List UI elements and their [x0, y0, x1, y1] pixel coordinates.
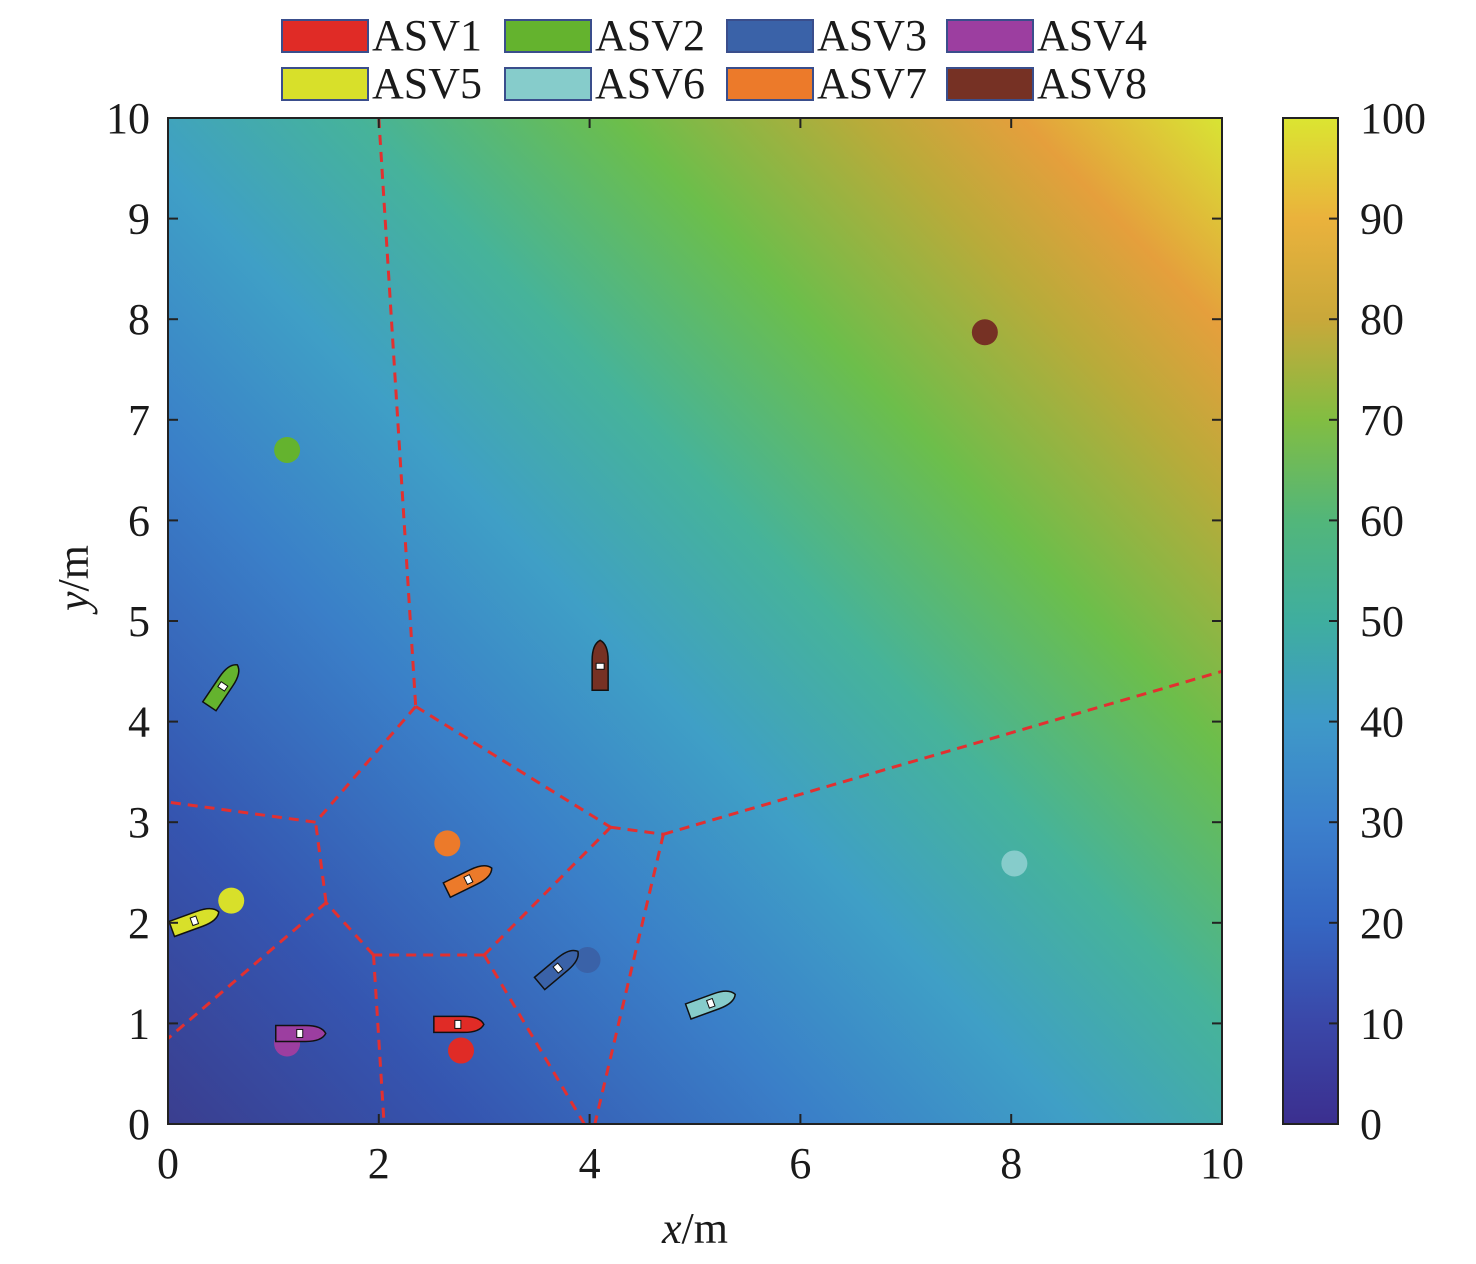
boat-cabin [705, 997, 716, 1009]
field-heatmap [168, 118, 1222, 1124]
colorbar-tick-label: 60 [1360, 496, 1404, 545]
y-tick-label: 9 [128, 195, 150, 244]
x-axis-label: x/m [661, 1204, 728, 1253]
boat-asv5 [168, 907, 220, 938]
target-point-asv5 [218, 887, 245, 914]
y-tick-label: 6 [128, 496, 150, 545]
y-tick-label: 5 [128, 597, 150, 646]
legend-label-asv3: ASV3 [817, 11, 927, 60]
legend-label-asv7: ASV7 [817, 59, 927, 108]
colorbar-tick-label: 30 [1360, 798, 1404, 847]
colorbar-tick-label: 40 [1360, 698, 1404, 747]
legend-label-asv8: ASV8 [1037, 59, 1147, 108]
legend-label-asv2: ASV2 [595, 11, 705, 60]
legend-label-asv1: ASV1 [372, 11, 482, 60]
y-tick-label: 3 [128, 798, 150, 847]
voronoi-edge [662, 669, 1222, 836]
voronoi-edge [168, 800, 316, 824]
voronoi-edge [324, 901, 375, 956]
y-axis: 0 1 2 3 4 5 6 7 8 9 10 [106, 94, 1222, 1149]
target-point-asv1 [448, 1037, 475, 1064]
colorbar: 0 10 20 30 40 50 60 70 80 90 100 [1282, 94, 1426, 1149]
y-tick-label: 8 [128, 295, 150, 344]
boat-cabin [463, 873, 474, 886]
legend-label-asv4: ASV4 [1037, 11, 1147, 60]
colorbar-tick-label: 10 [1360, 999, 1404, 1048]
colorbar-tick-label: 0 [1360, 1100, 1382, 1149]
colorbar-tick-label: 80 [1360, 295, 1404, 344]
y-axis-label: y/m [49, 545, 98, 615]
legend-swatch-asv1 [281, 19, 369, 53]
boat-asv4 [275, 1024, 327, 1043]
voronoi-edge [168, 901, 328, 1040]
voronoi-edge [483, 826, 612, 957]
colorbar-tick-label: 100 [1360, 94, 1426, 143]
legend-swatch-asv4 [946, 19, 1034, 53]
voronoi-edge [314, 822, 328, 903]
x-tick-label: 2 [368, 1139, 390, 1188]
boat-asv1 [433, 1015, 485, 1034]
legend-swatch-asv3 [726, 19, 814, 53]
x-tick-label: 0 [157, 1139, 179, 1188]
x-tick-label: 10 [1200, 1139, 1244, 1188]
colorbar-scale [1282, 117, 1339, 1125]
legend-swatch-asv7 [726, 67, 814, 101]
legend-label-asv6: ASV6 [595, 59, 705, 108]
y-tick-label: 4 [128, 698, 150, 747]
y-tick-label: 1 [128, 999, 150, 1048]
legend-swatch-asv5 [281, 67, 369, 101]
voronoi-edge [414, 705, 612, 829]
legend: ASV1 ASV2 ASV3 ASV4 ASV5 ASV6 ASV7 ASV8 [281, 11, 1147, 108]
target-point-asv6 [1001, 850, 1028, 877]
plot-area [167, 117, 1223, 1125]
voronoi-edge [377, 118, 418, 707]
target-point-asv3 [574, 947, 601, 974]
colorbar-tick-label: 20 [1360, 899, 1404, 948]
legend-label-asv5: ASV5 [372, 59, 482, 108]
boat-asv6 [684, 990, 737, 1020]
target-point-asv8 [971, 319, 998, 346]
legend-swatch-asv6 [504, 67, 592, 101]
voronoi-edge [610, 825, 664, 836]
boat-cabin [189, 915, 200, 927]
voronoi-boundaries [168, 118, 1222, 1124]
voronoi-edge [314, 705, 417, 824]
boat-asv7 [442, 865, 493, 899]
y-tick-label: 2 [128, 899, 150, 948]
x-tick-label: 8 [1000, 1139, 1022, 1188]
boat-cabin [296, 1028, 304, 1038]
boat-asv2 [201, 664, 240, 712]
legend-swatch-asv8 [946, 67, 1034, 101]
asv-boats [168, 639, 737, 1043]
legend-swatch-asv2 [504, 19, 592, 53]
boat-cabin [454, 1019, 462, 1029]
colorbar-tick-label: 50 [1360, 597, 1404, 646]
x-tick-label: 6 [789, 1139, 811, 1188]
x-tick-label: 4 [579, 1139, 601, 1188]
target-point-asv7 [434, 830, 461, 857]
colorbar-tick-label: 70 [1360, 396, 1404, 445]
y-tick-label: 10 [106, 94, 150, 143]
boat-cabin [552, 962, 564, 974]
x-axis: 0 2 4 6 8 10 [157, 118, 1244, 1188]
boat-asv8 [591, 639, 609, 692]
colorbar-tick-label: 90 [1360, 195, 1404, 244]
boat-cabin [217, 680, 229, 692]
boat-asv3 [533, 949, 579, 991]
colorbar-ticks: 0 10 20 30 40 50 60 70 80 90 100 [1329, 94, 1426, 1149]
y-tick-label: 0 [128, 1100, 150, 1149]
boat-cabin [595, 662, 605, 670]
y-tick-label: 7 [128, 396, 150, 445]
voronoi-edge [372, 954, 386, 1124]
target-point-asv2 [274, 436, 301, 463]
